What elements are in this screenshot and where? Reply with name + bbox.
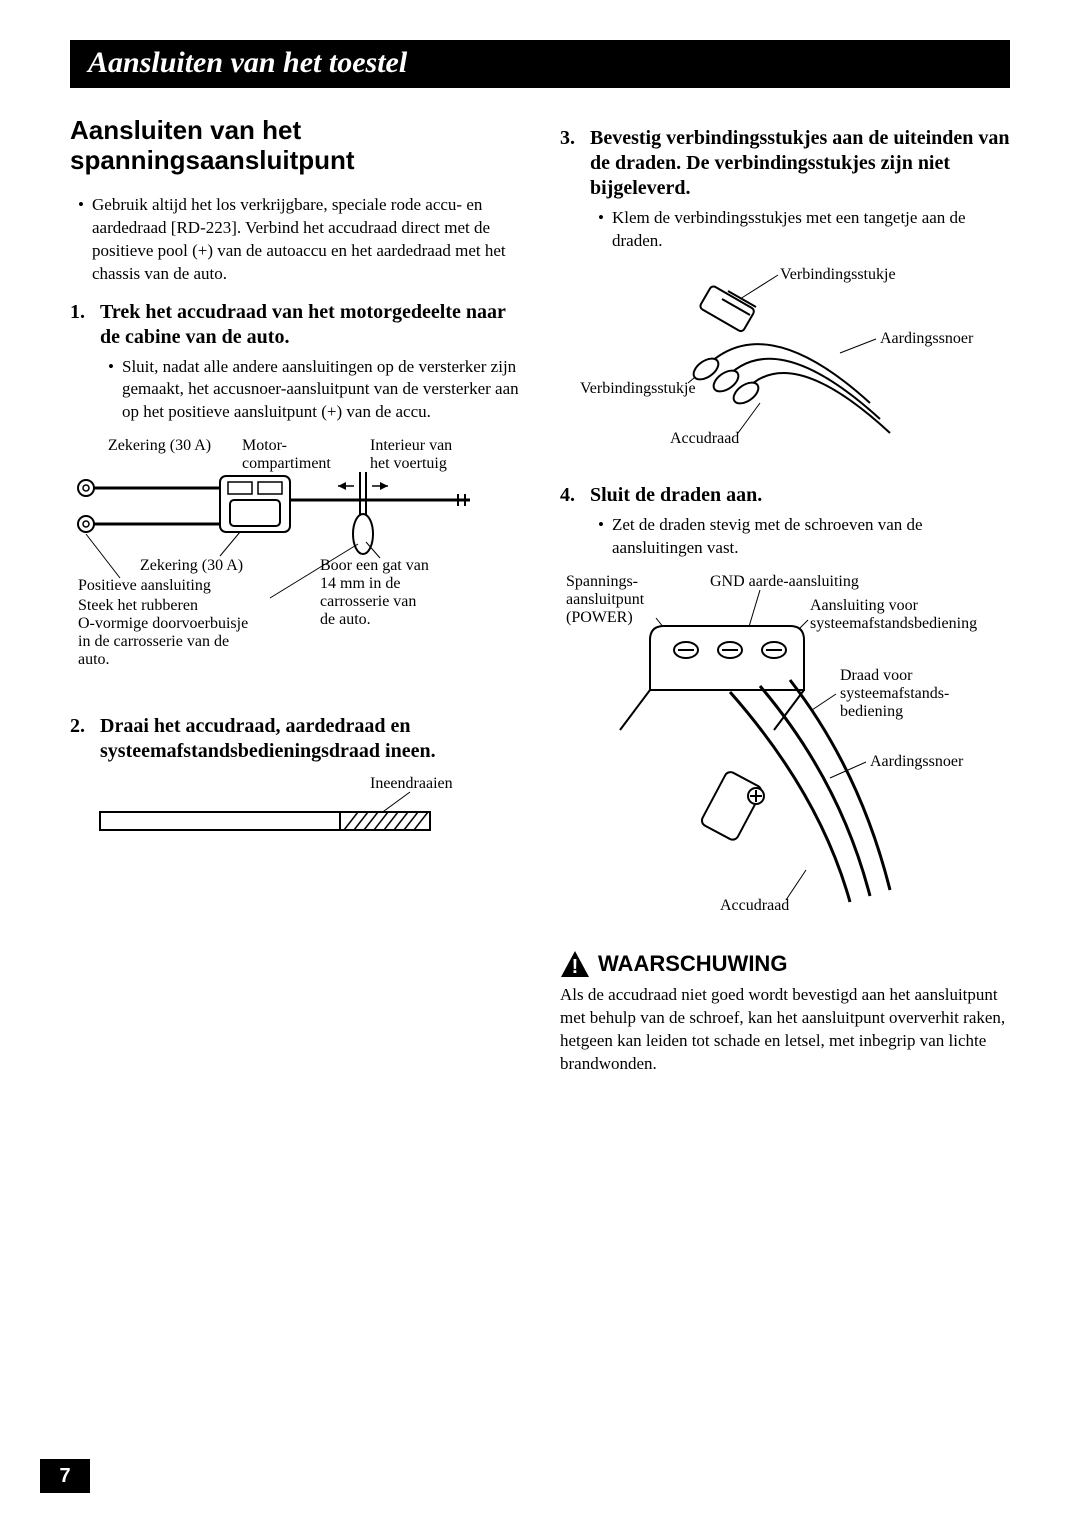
fig4-power-1: Spannings- [566, 573, 638, 590]
step-4-bullet: • Zet de draden stevig met de schroeven … [598, 514, 1010, 560]
step-3-bullet: • Klem de verbindingsstukjes met een tan… [598, 207, 1010, 253]
fig4-remote-wire-3: bediening [840, 703, 903, 720]
figure-terminal-block: Spannings- aansluitpunt (POWER) GND aard… [560, 570, 1010, 930]
fig4-remote-term-1: Aansluiting voor [810, 597, 919, 614]
fig3-lug-left: Verbindingsstukje [580, 380, 696, 397]
step-3-text: Bevestig verbindingsstukjes aan de uitei… [590, 126, 1010, 201]
fig1-interior-label-2: het voertuig [370, 455, 447, 472]
step-3: 3. Bevestig verbindingsstukjes aan de ui… [560, 126, 1010, 201]
fig1-grommet-1: Steek het rubberen [78, 597, 198, 614]
bullet-dot: • [78, 194, 92, 286]
fig3-battery: Accudraad [670, 430, 739, 447]
fig1-drill-1: Boor een gat van [320, 557, 429, 574]
fig4-battery: Accudraad [720, 897, 789, 914]
fig1-motor-label-1: Motor- [242, 437, 287, 454]
two-column-layout: Aansluiten van het spanningsaansluitpunt… [70, 116, 1010, 1076]
fig4-remote-wire-2: systeemafstands- [840, 685, 949, 702]
fig1-drill-4: de auto. [320, 611, 371, 628]
bullet-dot: • [598, 514, 612, 560]
step-2: 2. Draai het accudraad, aardedraad en sy… [70, 714, 520, 764]
fig4-remote-term-2: systeemafstandsbediening [810, 615, 977, 632]
fig1-grommet-3: in de carrosserie van de [78, 633, 229, 650]
fig4-ground: Aardingssnoer [870, 753, 964, 770]
left-column: Aansluiten van het spanningsaansluitpunt… [70, 116, 520, 1076]
warning-icon: ! [560, 950, 590, 978]
step-1: 1. Trek het accudraad van het motorgedee… [70, 300, 520, 350]
fig4-power-2: aansluitpunt [566, 591, 645, 608]
intro-bullet-text: Gebruik altijd het los verkrijgbare, spe… [92, 194, 520, 286]
fig1-fuse-top-label: Zekering (30 A) [108, 437, 211, 454]
fig4-power-3: (POWER) [566, 609, 633, 626]
fig4-remote-wire-1: Draad voor [840, 667, 913, 684]
fig1-pos-label: Positieve aansluiting [78, 577, 211, 594]
step-4-bullet-text: Zet de draden stevig met de schroeven va… [612, 514, 1010, 560]
left-subtitle: Aansluiten van het spanningsaansluitpunt [70, 116, 520, 176]
fig2-twist-label: Ineendraaien [370, 775, 453, 792]
step-1-bullet: • Sluit, nadat alle andere aansluitingen… [108, 356, 520, 425]
fig4-gnd: GND aarde-aansluiting [710, 573, 859, 590]
step-4-num: 4. [560, 483, 590, 508]
fig1-motor-label-2: compartiment [242, 455, 331, 472]
step-4: 4. Sluit de draden aan. [560, 483, 1010, 508]
right-column: 3. Bevestig verbindingsstukjes aan de ui… [560, 116, 1010, 1076]
step-3-bullet-text: Klem de verbindingsstukjes met een tange… [612, 207, 1010, 253]
fig3-lug-top: Verbindingsstukje [780, 266, 896, 283]
figure-wiring-route: Zekering (30 A) Motor- compartiment Inte… [70, 434, 520, 694]
fig1-interior-label-1: Interieur van [370, 437, 452, 454]
warning-header: ! WAARSCHUWING [560, 950, 1010, 978]
page-number: 7 [40, 1459, 90, 1493]
svg-text:!: ! [572, 956, 579, 978]
step-3-num: 3. [560, 126, 590, 201]
fig1-drill-3: carrosserie van [320, 593, 416, 610]
step-1-text: Trek het accudraad van het motorgedeelte… [100, 300, 520, 350]
step-2-text: Draai het accudraad, aardedraad en syste… [100, 714, 520, 764]
fig1-drill-2: 14 mm in de [320, 575, 400, 592]
step-2-num: 2. [70, 714, 100, 764]
bullet-dot: • [598, 207, 612, 253]
figure-twist: Ineendraaien [70, 774, 520, 854]
step-1-num: 1. [70, 300, 100, 350]
fig1-grommet-2: O-vormige doorvoerbuisje [78, 615, 248, 632]
step-4-text: Sluit de draden aan. [590, 483, 762, 508]
step-1-bullet-text: Sluit, nadat alle andere aansluitingen o… [122, 356, 520, 425]
fig3-ground: Aardingssnoer [880, 330, 974, 347]
fig1-fuse-bottom-label: Zekering (30 A) [140, 557, 243, 574]
warning-body: Als de accudraad niet goed wordt bevesti… [560, 984, 1010, 1076]
fig1-grommet-4: auto. [78, 651, 110, 668]
warning-title: WAARSCHUWING [598, 951, 787, 977]
figure-lugs: Verbindingsstukje Aardingssnoer Verbindi… [560, 263, 1010, 463]
section-title-bar: Aansluiten van het toestel [70, 40, 1010, 88]
bullet-dot: • [108, 356, 122, 425]
intro-bullet: • Gebruik altijd het los verkrijgbare, s… [78, 194, 520, 286]
